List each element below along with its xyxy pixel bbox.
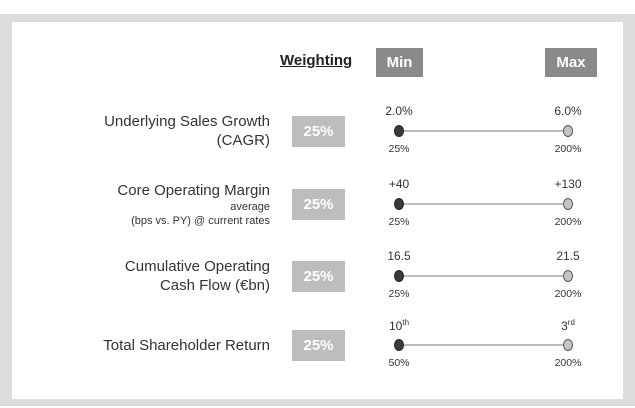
value-number: +40 <box>388 177 410 191</box>
min-knob <box>394 270 404 282</box>
max-value: +130 <box>538 177 598 191</box>
min-knob <box>394 339 404 351</box>
row-label: Cumulative Operating Cash Flow (€bn) <box>10 246 270 306</box>
min-knob <box>394 125 404 137</box>
label-line: (CAGR) <box>216 132 270 149</box>
max-value: 3rd <box>538 318 598 333</box>
label-line: Total Shareholder Return <box>103 336 270 354</box>
value-suffix: th <box>402 318 410 327</box>
row-label: Core Operating Margin average (bps vs. PY)… <box>10 174 270 234</box>
row-label: Underlying Sales Growth (CAGR) <box>10 101 270 161</box>
min-payout: 50% <box>388 357 410 369</box>
row-label: Total Shareholder Return <box>10 315 270 375</box>
max-knob <box>563 270 573 282</box>
min-payout: 25% <box>388 216 410 228</box>
label-line: Cumulative Operating <box>124 258 270 275</box>
max-payout: 200% <box>554 357 582 369</box>
label-note: (bps vs. PY) @ current rates <box>131 214 270 227</box>
max-payout: 200% <box>554 143 582 155</box>
label-note: average <box>230 200 270 213</box>
min-payout: 25% <box>388 143 410 155</box>
min-value: 10th <box>369 318 429 333</box>
weight-box: 25% <box>292 330 345 361</box>
max-knob <box>563 125 573 137</box>
weight-box: 25% <box>292 116 345 147</box>
value-number: 21.5 <box>556 249 580 263</box>
value-number: 6.0% <box>554 104 582 118</box>
weighting-header: Weighting <box>280 52 353 69</box>
value-number: 16.5 <box>387 249 411 263</box>
min-payout: 25% <box>388 288 410 300</box>
min-header: Min <box>376 48 423 77</box>
label-line: Underlying Sales Growth <box>104 113 270 130</box>
max-value: 21.5 <box>538 249 598 263</box>
value-number: +130 <box>554 177 582 191</box>
value-number: 2.0% <box>385 104 413 118</box>
weight-box: 25% <box>292 189 345 220</box>
max-value: 6.0% <box>538 104 598 118</box>
value-number: 10 <box>388 319 403 333</box>
max-knob <box>563 198 573 210</box>
min-value: 16.5 <box>369 249 429 263</box>
min-value: +40 <box>369 177 429 191</box>
weight-box: 25% <box>292 261 345 292</box>
max-knob <box>563 339 573 351</box>
value-number: 3 <box>561 319 568 333</box>
max-payout: 200% <box>554 288 582 300</box>
label-line: Cash Flow (€bn) <box>159 277 270 294</box>
min-knob <box>394 198 404 210</box>
max-header: Max <box>545 48 597 77</box>
min-value: 2.0% <box>369 104 429 118</box>
value-suffix: rd <box>567 318 575 327</box>
max-payout: 200% <box>554 216 582 228</box>
label-line: Core Operating Margin <box>117 181 270 199</box>
